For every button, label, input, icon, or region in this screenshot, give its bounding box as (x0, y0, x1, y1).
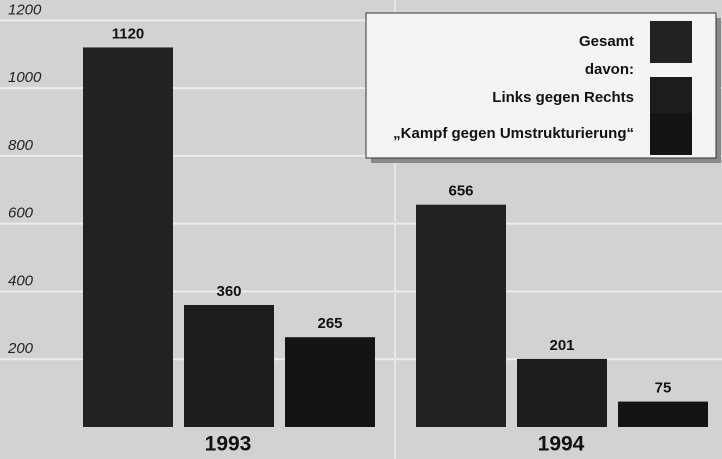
value-label: 1120 (112, 25, 145, 42)
bar (285, 337, 375, 427)
y-tick-label: 800 (8, 137, 34, 154)
value-label: 201 (549, 337, 574, 354)
legend-label: „Kampf gegen Umstrukturierung“ (393, 125, 634, 142)
legend-swatch (650, 113, 692, 155)
y-tick-label: 1000 (8, 69, 42, 86)
y-tick-label: 1200 (8, 1, 42, 18)
value-label: 656 (448, 183, 473, 200)
bar (184, 305, 274, 427)
value-label: 265 (317, 315, 342, 332)
x-tick-label: 1994 (538, 433, 585, 456)
legend-note: davon: (585, 61, 634, 78)
legend-label: Links gegen Rechts (492, 89, 634, 106)
value-label: 75 (655, 380, 672, 397)
bar (416, 204, 506, 427)
y-tick-label: 200 (7, 340, 34, 357)
legend-label: Gesamt (579, 33, 634, 50)
x-tick-label: 1993 (205, 433, 252, 456)
legend-swatch (650, 21, 692, 63)
bar (83, 47, 173, 427)
bar (517, 358, 607, 427)
value-label: 360 (216, 283, 241, 300)
legend-swatch (650, 77, 692, 119)
bar (618, 401, 708, 427)
y-tick-label: 400 (8, 272, 34, 289)
y-tick-label: 600 (8, 205, 34, 222)
